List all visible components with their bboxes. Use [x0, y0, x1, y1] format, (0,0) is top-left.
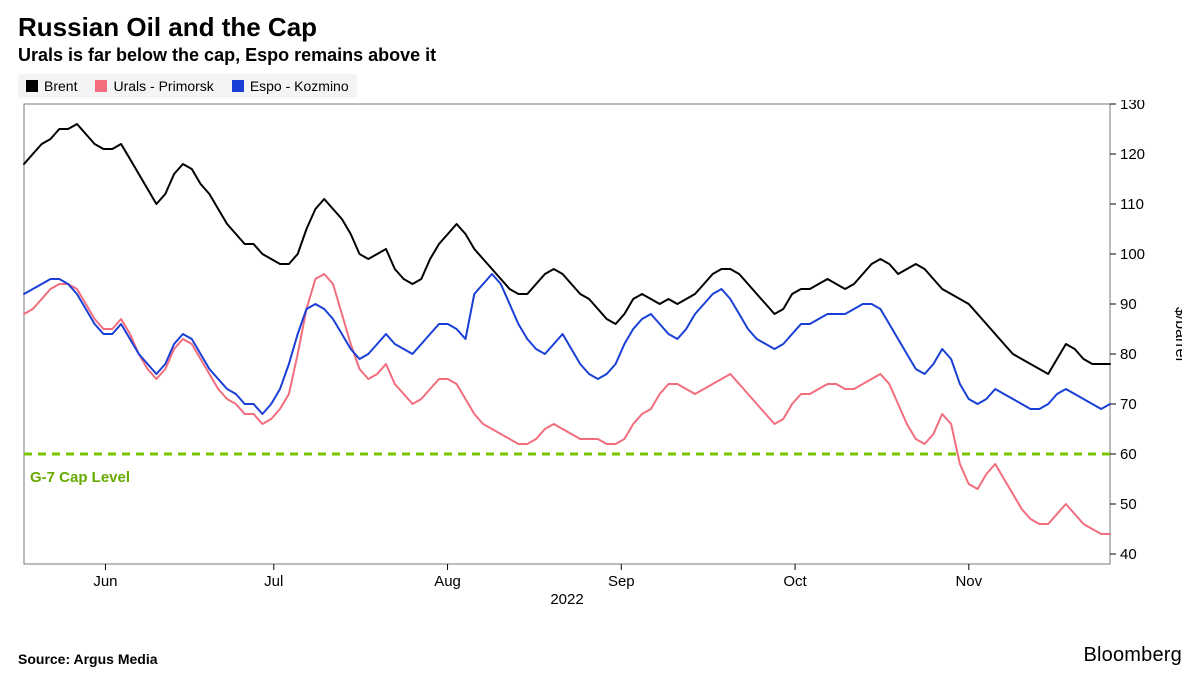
svg-text:Oct: Oct	[783, 573, 807, 590]
svg-text:$/barrel: $/barrel	[1172, 307, 1182, 361]
svg-text:Sep: Sep	[608, 573, 635, 590]
svg-text:50: 50	[1120, 496, 1137, 513]
svg-text:2022: 2022	[550, 591, 583, 608]
svg-text:Jun: Jun	[93, 573, 117, 590]
legend-label-urals: Urals - Primorsk	[113, 78, 213, 94]
legend-item-brent: Brent	[26, 78, 77, 94]
svg-text:40: 40	[1120, 546, 1137, 563]
svg-text:90: 90	[1120, 296, 1137, 313]
svg-text:Aug: Aug	[434, 573, 461, 590]
legend-swatch-urals	[95, 80, 107, 92]
brand-label: Bloomberg	[1083, 644, 1182, 667]
svg-text:80: 80	[1120, 346, 1137, 363]
legend-label-brent: Brent	[44, 78, 77, 94]
svg-text:110: 110	[1120, 196, 1144, 213]
svg-text:60: 60	[1120, 446, 1137, 463]
svg-text:Jul: Jul	[264, 573, 283, 590]
series-espo	[24, 274, 1110, 414]
legend-swatch-espo	[232, 80, 244, 92]
svg-text:70: 70	[1120, 396, 1137, 413]
chart-subtitle: Urals is far below the cap, Espo remains…	[18, 45, 1182, 66]
series-urals	[24, 274, 1110, 534]
chart-title: Russian Oil and the Cap	[18, 12, 1182, 43]
svg-text:130: 130	[1120, 100, 1145, 113]
source-label: Source: Argus Media	[18, 651, 158, 667]
legend-item-urals: Urals - Primorsk	[95, 78, 213, 94]
chart-svg: 40 50 60 70 80 90 100 110 120 130 $/barrel Jun Jul Au…	[18, 100, 1182, 620]
svg-text:120: 120	[1120, 146, 1145, 163]
legend-swatch-brent	[26, 80, 38, 92]
legend-item-espo: Espo - Kozmino	[232, 78, 349, 94]
svg-text:100: 100	[1120, 246, 1145, 263]
legend-label-espo: Espo - Kozmino	[250, 78, 349, 94]
svg-text:Nov: Nov	[955, 573, 982, 590]
chart-area: 40 50 60 70 80 90 100 110 120 130 $/barrel Jun Jul Au…	[18, 100, 1182, 640]
legend: Brent Urals - Primorsk Espo - Kozmino	[18, 74, 357, 98]
svg-text:G-7 Cap Level: G-7 Cap Level	[30, 469, 130, 486]
